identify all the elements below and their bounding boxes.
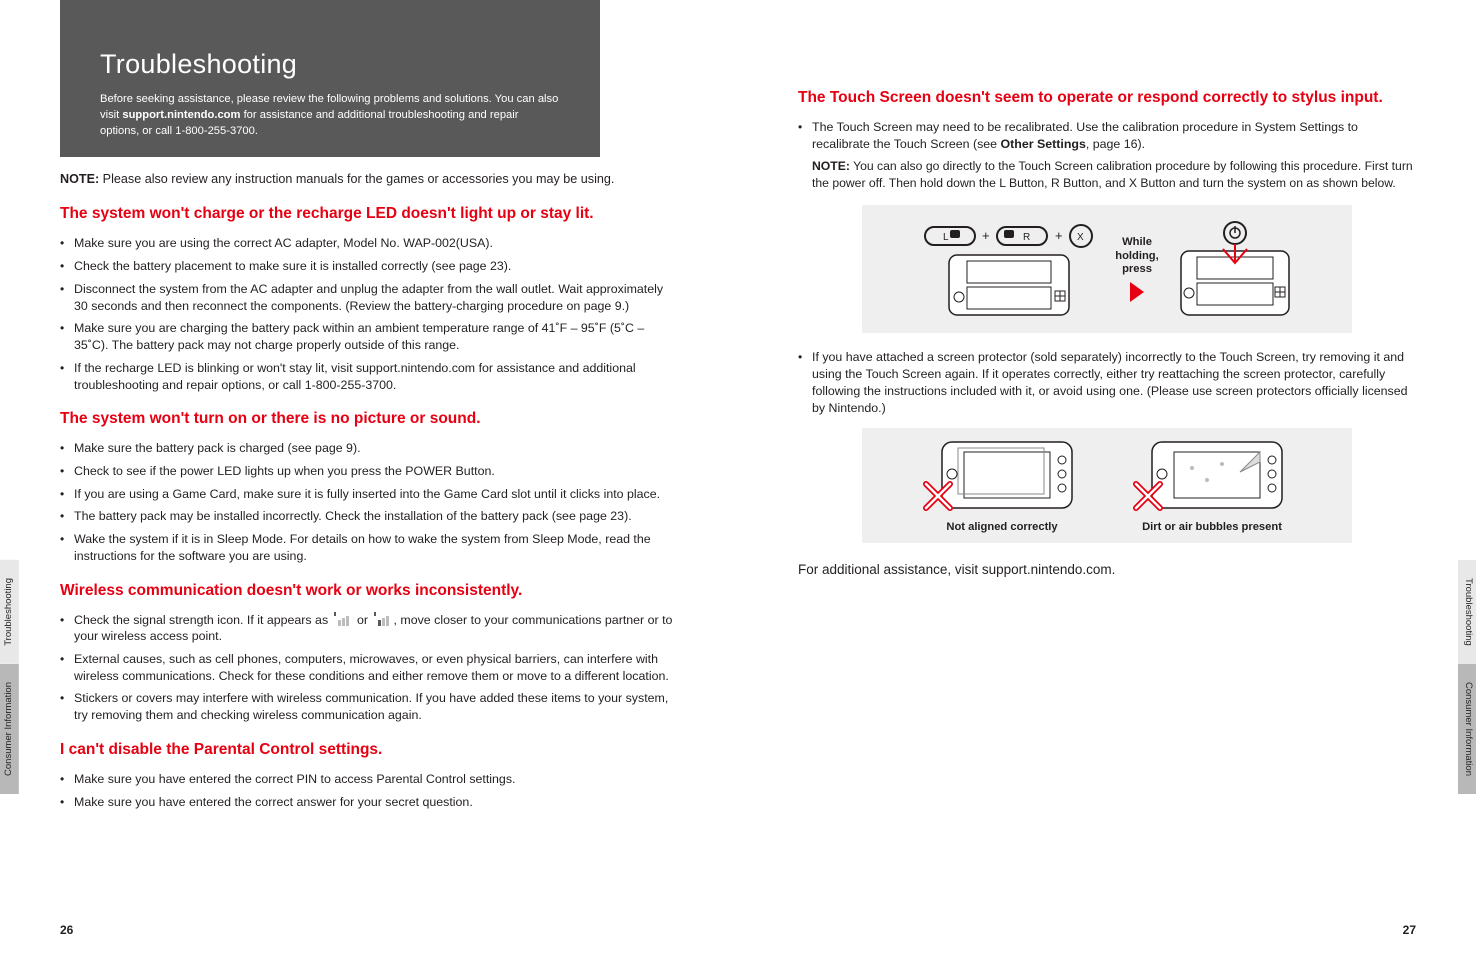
arrow-wrap	[1113, 282, 1161, 302]
list-item: Make sure the battery pack is charged (s…	[60, 440, 678, 457]
list-item: If the recharge LED is blinking or won't…	[60, 360, 678, 393]
header-box: Troubleshooting Before seeking assistanc…	[60, 0, 600, 157]
right-bullet-2: If you have attached a screen protector …	[798, 349, 1416, 416]
list-item: Make sure you are using the correct AC a…	[60, 235, 678, 252]
note-bold: NOTE:	[812, 159, 850, 173]
page-number-right: 27	[1403, 922, 1416, 938]
tab-troubleshooting: Troubleshooting	[0, 560, 19, 664]
list-item: If you are using a Game Card, make sure …	[60, 486, 678, 503]
side-tabs-right: Troubleshooting Consumer Information	[1458, 560, 1476, 794]
figure-screen-protector: Not aligned correctly	[862, 428, 1352, 543]
list-item: The battery pack may be installed incorr…	[60, 508, 678, 525]
svg-text:+: +	[982, 228, 990, 243]
signal-icon	[334, 614, 352, 626]
figure-label-col: While holding, press	[1113, 236, 1161, 302]
side-tabs-left: Troubleshooting Consumer Information	[0, 560, 18, 794]
note-rest: Please also review any instruction manua…	[99, 172, 614, 186]
text-bold: Other Settings	[1001, 137, 1086, 151]
figure-calibration: L + R + X While holding, press	[862, 205, 1352, 333]
header-title: Troubleshooting	[100, 46, 560, 82]
section-title: The system won't charge or the recharge …	[60, 204, 678, 225]
figure-caption-2: Dirt or air bubbles present	[1132, 520, 1292, 535]
left-sections: The system won't charge or the recharge …	[60, 204, 678, 810]
text: , page 16).	[1086, 137, 1145, 151]
note-bold: NOTE:	[60, 172, 99, 186]
note-line: NOTE: Please also review any instruction…	[60, 171, 678, 188]
list-item: Make sure you have entered the correct P…	[60, 771, 678, 788]
list-item: If you have attached a screen protector …	[798, 349, 1416, 416]
list-item: Check the signal strength icon. If it ap…	[60, 612, 678, 645]
header-sub-bold: support.nintendo.com	[122, 109, 240, 121]
list-item: Wake the system if it is in Sleep Mode. …	[60, 531, 678, 564]
right-bullet-1: The Touch Screen may need to be recalibr…	[798, 119, 1416, 191]
device-buttons-illustration: L + R + X	[919, 219, 1099, 319]
svg-text:X: X	[1077, 232, 1084, 243]
bullet-list: Make sure the battery pack is charged (s…	[60, 440, 678, 564]
figure-label: While holding, press	[1113, 236, 1161, 276]
figure-caption-1: Not aligned correctly	[922, 520, 1082, 535]
bullet-list: Check the signal strength icon. If it ap…	[60, 612, 678, 724]
svg-text:L: L	[943, 232, 949, 243]
bullet-list: Make sure you have entered the correct P…	[60, 771, 678, 810]
device-power-illustration	[1175, 219, 1295, 319]
tab-troubleshooting: Troubleshooting	[1458, 560, 1476, 664]
right-page: The Touch Screen doesn't seem to operate…	[738, 0, 1476, 968]
subnote: NOTE: You can also go directly to the To…	[812, 158, 1416, 191]
figure-col-2: Dirt or air bubbles present	[1132, 438, 1292, 535]
svg-text:+: +	[1055, 228, 1063, 243]
list-item: Disconnect the system from the AC adapte…	[60, 281, 678, 314]
section-title: Wireless communication doesn't work or w…	[60, 581, 678, 602]
figure-col-1: Not aligned correctly	[922, 438, 1082, 535]
tab-consumer-info: Consumer Information	[0, 664, 19, 794]
tab-consumer-info: Consumer Information	[1458, 664, 1476, 794]
list-item: Check to see if the power LED lights up …	[60, 463, 678, 480]
list-item: The Touch Screen may need to be recalibr…	[798, 119, 1416, 191]
signal-icon	[374, 614, 392, 626]
arrow-icon	[1130, 282, 1144, 302]
note-rest: You can also go directly to the Touch Sc…	[812, 159, 1413, 189]
page-number-left: 26	[60, 922, 73, 938]
list-item: External causes, such as cell phones, co…	[60, 651, 678, 684]
bubbles-illustration	[1132, 438, 1292, 516]
right-section-title: The Touch Screen doesn't seem to operate…	[798, 88, 1416, 109]
left-page: Troubleshooting Before seeking assistanc…	[0, 0, 738, 968]
list-item: Make sure you are charging the battery p…	[60, 320, 678, 353]
final-line: For additional assistance, visit support…	[798, 561, 1416, 579]
svg-text:R: R	[1023, 232, 1030, 243]
header-subtitle: Before seeking assistance, please review…	[100, 92, 560, 139]
bullet-list: Make sure you are using the correct AC a…	[60, 235, 678, 393]
misaligned-illustration	[922, 438, 1082, 516]
list-item: Make sure you have entered the correct a…	[60, 794, 678, 811]
section-title: I can't disable the Parental Control set…	[60, 740, 678, 761]
list-item: Stickers or covers may interfere with wi…	[60, 690, 678, 723]
section-title: The system won't turn on or there is no …	[60, 409, 678, 430]
list-item: Check the battery placement to make sure…	[60, 258, 678, 275]
